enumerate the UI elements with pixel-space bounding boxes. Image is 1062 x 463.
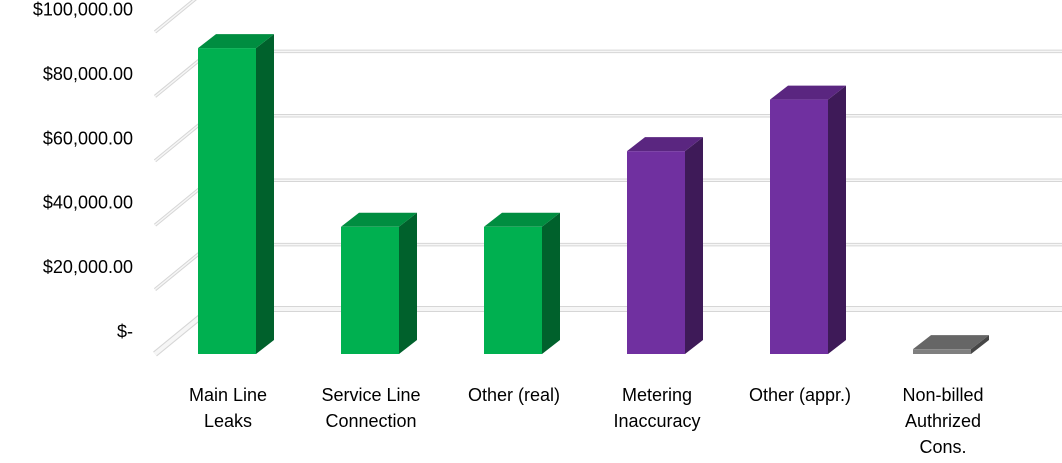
y-tick-label: $20,000.00 xyxy=(43,257,133,277)
x-category-label: Other (real) xyxy=(468,385,560,405)
x-category-label: Metering Inaccuracy xyxy=(613,385,700,431)
bar-side xyxy=(685,137,703,354)
bars xyxy=(198,34,989,355)
x-category-label: Other (appr.) xyxy=(749,385,851,405)
y-tick-label: $- xyxy=(117,322,133,342)
bar-front xyxy=(913,349,971,354)
bar-side xyxy=(256,34,274,354)
bar-top xyxy=(627,137,703,152)
bar-side xyxy=(828,85,846,355)
gridline xyxy=(153,49,1062,98)
gridline-highlight xyxy=(154,115,1062,162)
bar xyxy=(627,137,703,354)
x-category-label: Service Line Connection xyxy=(321,385,420,431)
gridline xyxy=(153,242,1062,291)
gridlines xyxy=(153,0,1062,357)
bar-front xyxy=(341,226,399,354)
bar-side xyxy=(971,335,989,354)
y-tick-label: $80,000.00 xyxy=(43,64,133,84)
gridline xyxy=(153,178,1062,227)
bar-front xyxy=(770,99,828,355)
gridline xyxy=(153,114,1062,163)
bar xyxy=(198,34,274,354)
bar xyxy=(913,335,989,354)
bar-side xyxy=(399,212,417,354)
gridline-highlight xyxy=(154,179,1062,226)
y-tick-label: $100,000.00 xyxy=(33,0,133,20)
bar xyxy=(484,212,560,354)
bar xyxy=(341,212,417,354)
x-category-label: Main Line Leaks xyxy=(189,385,267,431)
y-axis-tick-labels: $- $20,000.00 $40,000.00 $60,000.00 $80,000.… xyxy=(33,0,133,342)
y-tick-label: $40,000.00 xyxy=(43,193,133,213)
bar-front xyxy=(627,151,685,354)
gridline-highlight xyxy=(154,0,196,33)
x-axis-category-labels: Main Line Leaks Service Line Connection Othe… xyxy=(189,385,984,457)
bar-top xyxy=(341,212,417,227)
gridline-highlight xyxy=(154,243,1062,291)
bar xyxy=(770,85,846,355)
bar-top xyxy=(913,335,989,350)
bar-front xyxy=(484,226,542,354)
x-category-label: Non-billed Authrized Cons. xyxy=(902,385,983,457)
gridline-highlight xyxy=(154,50,1062,97)
bar-front xyxy=(198,48,256,354)
bar-top xyxy=(770,85,846,100)
bar-top xyxy=(484,212,560,227)
bar-side xyxy=(542,212,560,354)
gridline xyxy=(153,0,197,34)
y-tick-label: $60,000.00 xyxy=(43,128,133,148)
bar-top xyxy=(198,34,274,49)
